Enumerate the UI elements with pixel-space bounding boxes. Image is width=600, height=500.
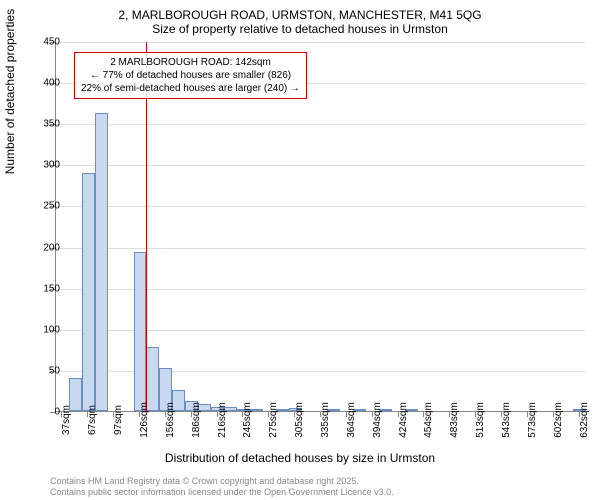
x-tick-label: 186sqm xyxy=(191,402,202,438)
y-tick-label: 100 xyxy=(30,324,60,335)
footer-attribution: Contains HM Land Registry data © Crown c… xyxy=(50,476,394,498)
annotation-line3: 22% of semi-detached houses are larger (… xyxy=(81,82,300,95)
footer-line1: Contains HM Land Registry data © Crown c… xyxy=(50,476,394,487)
x-tick-label: 126sqm xyxy=(139,402,150,438)
x-tick-label: 364sqm xyxy=(346,402,357,438)
plot-area: 2 MARLBOROUGH ROAD: 142sqm← 77% of detac… xyxy=(55,42,585,412)
histogram-bar xyxy=(134,252,147,411)
x-tick-label: 394sqm xyxy=(372,402,383,438)
y-tick-label: 150 xyxy=(30,283,60,294)
x-tick-label: 424sqm xyxy=(398,402,409,438)
x-tick-label: 632sqm xyxy=(579,402,590,438)
y-tick-label: 50 xyxy=(30,365,60,376)
x-tick-label: 275sqm xyxy=(268,402,279,438)
footer-line2: Contains public sector information licen… xyxy=(50,487,394,498)
gridline xyxy=(56,42,585,43)
gridline xyxy=(56,206,585,207)
gridline xyxy=(56,248,585,249)
x-tick-label: 335sqm xyxy=(320,402,331,438)
y-tick-label: 200 xyxy=(30,242,60,253)
x-tick-label: 483sqm xyxy=(449,402,460,438)
x-tick-label: 543sqm xyxy=(501,402,512,438)
chart-container: 2, MARLBOROUGH ROAD, URMSTON, MANCHESTER… xyxy=(0,0,600,500)
x-tick-label: 602sqm xyxy=(553,402,564,438)
x-tick-label: 513sqm xyxy=(475,402,486,438)
x-tick-label: 37sqm xyxy=(61,405,72,435)
chart-title-line1: 2, MARLBOROUGH ROAD, URMSTON, MANCHESTER… xyxy=(0,8,600,22)
x-tick-label: 245sqm xyxy=(242,402,253,438)
x-tick-label: 97sqm xyxy=(113,405,124,435)
gridline xyxy=(56,124,585,125)
annotation-line2: ← 77% of detached houses are smaller (82… xyxy=(81,69,300,82)
x-tick-label: 454sqm xyxy=(423,402,434,438)
x-tick-label: 156sqm xyxy=(165,402,176,438)
chart-title-line2: Size of property relative to detached ho… xyxy=(0,22,600,36)
y-tick-label: 300 xyxy=(30,160,60,171)
x-tick-label: 573sqm xyxy=(527,402,538,438)
x-tick-label: 216sqm xyxy=(217,402,228,438)
y-tick-label: 0 xyxy=(30,407,60,418)
annotation-box: 2 MARLBOROUGH ROAD: 142sqm← 77% of detac… xyxy=(74,52,307,99)
x-tick-label: 67sqm xyxy=(87,405,98,435)
histogram-bar xyxy=(95,113,108,411)
gridline xyxy=(56,165,585,166)
chart-title-block: 2, MARLBOROUGH ROAD, URMSTON, MANCHESTER… xyxy=(0,8,600,36)
x-tick-label: 305sqm xyxy=(294,402,305,438)
y-tick-label: 350 xyxy=(30,119,60,130)
x-axis-label: Distribution of detached houses by size … xyxy=(0,451,600,465)
annotation-line1: 2 MARLBOROUGH ROAD: 142sqm xyxy=(81,56,300,69)
y-axis-label: Number of detached properties xyxy=(3,9,17,174)
y-tick-label: 400 xyxy=(30,78,60,89)
y-tick-label: 250 xyxy=(30,201,60,212)
y-tick-label: 450 xyxy=(30,37,60,48)
histogram-bar xyxy=(82,173,95,411)
